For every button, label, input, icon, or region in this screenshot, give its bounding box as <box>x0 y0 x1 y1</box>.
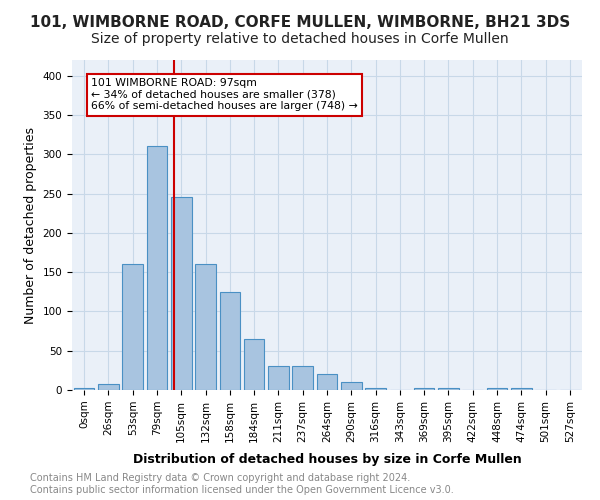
Bar <box>74 388 94 390</box>
Bar <box>365 388 386 390</box>
Bar <box>146 146 167 390</box>
Bar <box>268 366 289 390</box>
Bar <box>171 198 191 390</box>
Bar <box>511 388 532 390</box>
Bar <box>244 339 265 390</box>
Bar <box>220 292 240 390</box>
Text: Size of property relative to detached houses in Corfe Mullen: Size of property relative to detached ho… <box>91 32 509 46</box>
Bar <box>438 388 459 390</box>
Bar <box>122 264 143 390</box>
X-axis label: Distribution of detached houses by size in Corfe Mullen: Distribution of detached houses by size … <box>133 453 521 466</box>
Bar <box>292 366 313 390</box>
Bar <box>195 264 216 390</box>
Bar <box>341 382 362 390</box>
Text: 101 WIMBORNE ROAD: 97sqm
← 34% of detached houses are smaller (378)
66% of semi-: 101 WIMBORNE ROAD: 97sqm ← 34% of detach… <box>91 78 358 112</box>
Y-axis label: Number of detached properties: Number of detached properties <box>24 126 37 324</box>
Bar <box>98 384 119 390</box>
Text: Contains HM Land Registry data © Crown copyright and database right 2024.
Contai: Contains HM Land Registry data © Crown c… <box>30 474 454 495</box>
Text: 101, WIMBORNE ROAD, CORFE MULLEN, WIMBORNE, BH21 3DS: 101, WIMBORNE ROAD, CORFE MULLEN, WIMBOR… <box>30 15 570 30</box>
Bar <box>414 388 434 390</box>
Bar <box>317 374 337 390</box>
Bar <box>487 388 508 390</box>
